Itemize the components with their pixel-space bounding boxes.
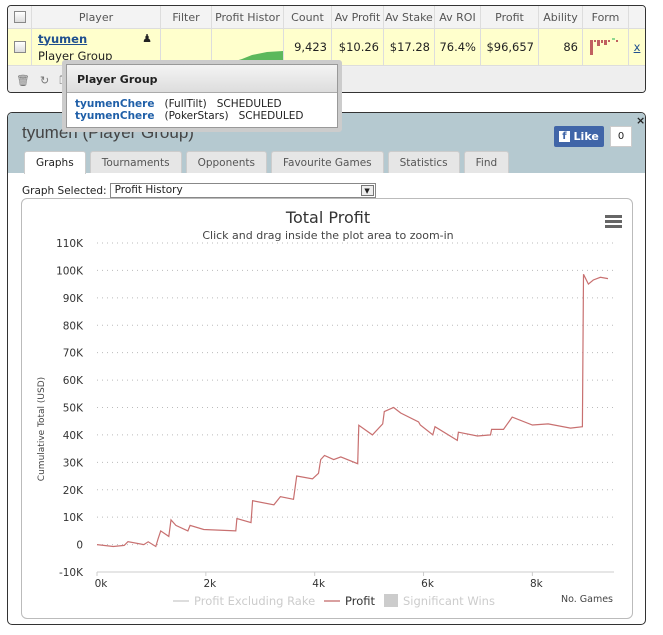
y-tick-label: 80K [63, 320, 84, 332]
chart-subtitle: Click and drag inside the plot area to z… [202, 229, 453, 242]
facebook-like-button[interactable]: f Like [554, 126, 604, 147]
av-profit-value: $10.26 [332, 29, 384, 65]
x-axis-label: No. Games [561, 594, 613, 605]
tab-favourite-games[interactable]: Favourite Games [270, 151, 384, 173]
trash-icon[interactable]: 🗑 [16, 74, 30, 87]
y-tick-label: 0 [76, 540, 83, 552]
y-tick-label: 30K [63, 457, 84, 469]
tab-opponents[interactable]: Opponents [185, 151, 267, 173]
col-av-profit[interactable]: Av Profit [332, 6, 384, 28]
menu-icon[interactable] [605, 215, 622, 228]
legend-item-excluding-rake[interactable]: Profit Excluding Rake [194, 594, 315, 608]
series-line-profit [96, 274, 609, 548]
graph-select-value: Profit History [114, 184, 183, 196]
x-tick-label: 8k [530, 578, 544, 590]
graph-selected-label: Graph Selected: [22, 184, 107, 197]
y-tick-label: 110K [56, 238, 84, 250]
select-all-checkbox[interactable] [8, 6, 32, 28]
y-tick-label: 60K [63, 375, 84, 387]
player-link[interactable]: tyumen [38, 31, 88, 46]
player-table: Player Filter Profit Histor Count Av Pro… [7, 5, 646, 93]
x-tick-label: 6k [421, 578, 435, 590]
table-header: Player Filter Profit Histor Count Av Pro… [8, 6, 645, 29]
tab-bar: Graphs Tournaments Opponents Favourite G… [24, 151, 510, 174]
chevron-down-icon: ▼ [360, 185, 374, 196]
ability-value: 86 [539, 29, 583, 65]
tooltip-item: tyumenChere (FullTilt) SCHEDULED [75, 98, 282, 110]
y-tick-label: 100K [56, 265, 84, 277]
tooltip-player-link[interactable]: tyumenChere [75, 110, 155, 122]
tooltip-title: Player Group [67, 65, 337, 93]
col-profit[interactable]: Profit [481, 6, 539, 28]
y-tick-label: 40K [63, 430, 84, 442]
tab-statistics[interactable]: Statistics [387, 151, 460, 173]
tooltip-player-link[interactable]: tyumenChere [75, 98, 155, 110]
y-tick-label: 20K [63, 485, 84, 497]
tooltip-item: tyumenChere (PokerStars) SCHEDULED [75, 110, 304, 122]
x-tick-label: 2k [203, 578, 217, 590]
remove-row-link[interactable]: x [633, 40, 641, 54]
profit-value: $96,657 [481, 29, 539, 65]
col-count[interactable]: Count [284, 6, 332, 28]
like-count: 0 [610, 126, 632, 147]
y-axis-label: Cumulative Total (USD) [37, 377, 47, 481]
facebook-icon: f [559, 131, 570, 142]
player-panel: tyumen (Player Group) f Like 0 × Graphs T… [7, 112, 646, 625]
tab-find[interactable]: Find [463, 151, 510, 173]
col-player[interactable]: Player [32, 6, 161, 28]
legend: Profit Excluding Rake Profit Significant… [173, 594, 495, 608]
x-tick-label: 0k [95, 578, 109, 590]
y-tick-label: 90K [63, 293, 84, 305]
av-stake-value: $17.28 [384, 29, 435, 65]
graph-select[interactable]: Profit History ▼ [109, 183, 376, 198]
chart-title: Total Profit [285, 208, 370, 227]
count-value: 9,423 [284, 29, 332, 65]
y-tick-label: 10K [63, 512, 84, 524]
chart-container: Total Profit Click and drag inside the p… [21, 198, 633, 619]
legend-swatch-significant-wins [384, 594, 398, 607]
y-tick-label: -10K [59, 567, 84, 579]
legend-item-significant-wins[interactable]: Significant Wins [403, 594, 495, 608]
filter-cell [161, 29, 212, 65]
y-tick-label: 70K [63, 348, 84, 360]
col-av-roi[interactable]: Av ROI [435, 6, 481, 28]
close-icon[interactable]: × [636, 114, 646, 127]
player-group-tooltip: Player Group tyumenChere (FullTilt) SCHE… [62, 60, 342, 132]
col-filter[interactable]: Filter [161, 6, 212, 28]
col-form[interactable]: Form [583, 6, 629, 28]
table-row: tyumen Player Group ♟ 9,423 $10.26 $17.2… [8, 29, 645, 66]
col-ability[interactable]: Ability [539, 6, 583, 28]
form-chart [583, 29, 629, 65]
av-roi-value: 76.4% [435, 29, 481, 65]
player-group-icon: ♟ [142, 32, 152, 45]
row-checkbox[interactable] [8, 29, 32, 65]
legend-item-profit[interactable]: Profit [345, 594, 375, 608]
x-tick-label: 4k [312, 578, 326, 590]
tab-graphs[interactable]: Graphs [24, 151, 86, 174]
player-type: Player Group [38, 48, 113, 63]
col-av-stake[interactable]: Av Stake [384, 6, 435, 28]
col-profit-history[interactable]: Profit Histor [212, 6, 284, 28]
refresh-icon[interactable]: ↻ [39, 74, 50, 87]
y-tick-label: 50K [63, 403, 84, 415]
tab-tournaments[interactable]: Tournaments [89, 151, 182, 173]
